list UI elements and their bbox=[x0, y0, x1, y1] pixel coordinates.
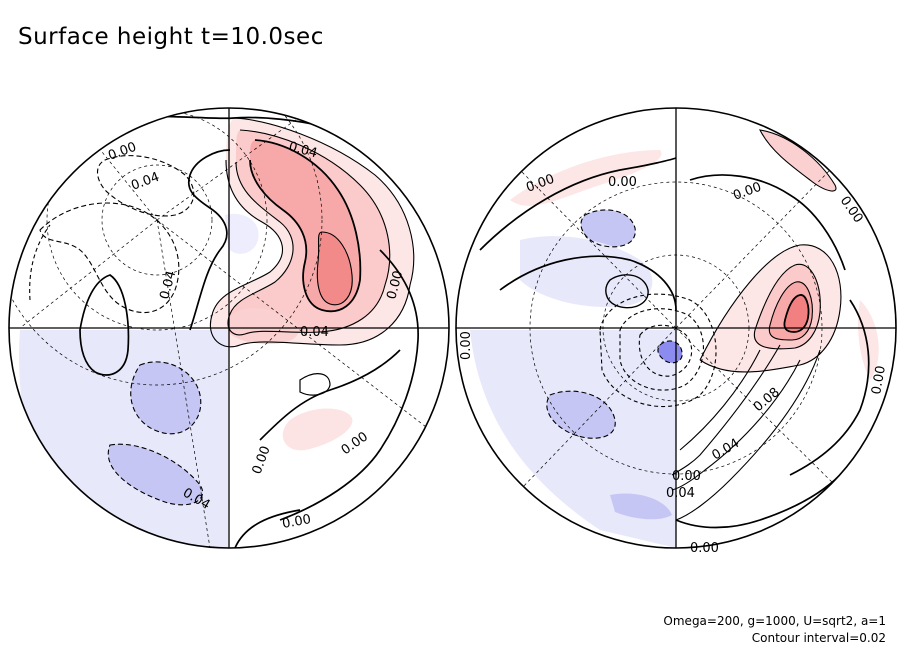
left-negative-region-south bbox=[19, 330, 229, 548]
left-negative-region-nw bbox=[225, 213, 259, 254]
contour-label: 0.00 bbox=[608, 175, 637, 190]
left-contour-positive-2 bbox=[227, 129, 391, 336]
contour-label: 0.00 bbox=[459, 331, 474, 360]
contour-label: 0.00 bbox=[250, 444, 274, 476]
right-negative-region-mid bbox=[520, 236, 653, 308]
right-contour-zero-3 bbox=[689, 174, 846, 271]
left-contour-zero-5 bbox=[259, 349, 401, 441]
left-contour-negative-2 bbox=[96, 155, 195, 217]
right-contour-trail-4 bbox=[675, 349, 821, 521]
left-contour-zero-7 bbox=[299, 373, 331, 396]
right-contour-negative-4 bbox=[638, 324, 693, 377]
contour-label: 0.00 bbox=[281, 512, 312, 532]
right-contour-zero-1 bbox=[479, 157, 677, 251]
contour-label: 0.00 bbox=[869, 365, 889, 396]
right-contour-negative-1 bbox=[580, 209, 636, 248]
right-contour-trail-1 bbox=[671, 344, 781, 476]
right-positive-region-north bbox=[760, 130, 836, 192]
left-contours bbox=[29, 115, 419, 548]
right-contour-trail-3 bbox=[679, 349, 761, 451]
right-negative-region-s bbox=[610, 493, 672, 520]
right-hemisphere bbox=[456, 108, 896, 548]
left-contour-zero-3 bbox=[279, 249, 419, 521]
right-contour-north-box bbox=[759, 129, 837, 192]
right-positive-region-nw bbox=[510, 150, 662, 206]
left-contour-negative-4 bbox=[107, 443, 204, 506]
contour-label: 0.04 bbox=[666, 486, 695, 501]
contour-label: 0.04 bbox=[157, 269, 179, 301]
contour-label: 0.00 bbox=[339, 429, 371, 458]
left-contour-zero-2 bbox=[187, 149, 231, 331]
contour-label: 0.04 bbox=[287, 139, 319, 161]
left-hemisphere bbox=[9, 108, 449, 548]
contour-label: 0.04 bbox=[129, 170, 161, 194]
left-contour-positive-1 bbox=[209, 117, 415, 348]
contour-label: 0.00 bbox=[837, 194, 866, 226]
right-contour-zero-5 bbox=[675, 474, 841, 529]
left-negative-region-sw bbox=[130, 361, 201, 434]
contour-interval-note: Contour interval=0.02 bbox=[751, 631, 886, 645]
left-axes bbox=[9, 108, 449, 548]
left-contour-zero-4 bbox=[79, 274, 130, 376]
right-hemisphere-border bbox=[455, 107, 897, 549]
left-positive-region-peak bbox=[317, 232, 353, 305]
contour-label: 0.00 bbox=[672, 469, 701, 484]
right-positive-region-peak bbox=[784, 294, 809, 332]
right-contours bbox=[479, 129, 870, 529]
right-negative-region-n bbox=[580, 209, 636, 247]
contour-label: 0.00 bbox=[731, 180, 763, 204]
right-contour-positive-4 bbox=[783, 294, 810, 333]
contour-label: 0.00 bbox=[690, 541, 719, 556]
left-contour-positive-3 bbox=[249, 139, 362, 313]
right-contour-positive-3 bbox=[768, 281, 813, 341]
left-positive-region-se bbox=[282, 408, 353, 451]
contour-label: 0.00 bbox=[106, 140, 138, 164]
left-contour-positive-4 bbox=[316, 231, 353, 306]
left-contour-negative-5 bbox=[29, 224, 51, 301]
right-contour-negative-3 bbox=[657, 340, 683, 364]
right-axes bbox=[456, 108, 896, 548]
left-hemisphere-border bbox=[8, 107, 450, 549]
right-contour-zero-6 bbox=[605, 274, 649, 309]
right-contour-positive-1 bbox=[699, 244, 842, 373]
left-positive-region-lower bbox=[227, 308, 299, 344]
right-contour-negative-6 bbox=[599, 293, 717, 408]
right-contour-zero-2 bbox=[499, 255, 677, 311]
left-shading bbox=[19, 118, 414, 548]
right-negative-region-west bbox=[470, 330, 676, 548]
right-contour-negative-2 bbox=[546, 390, 616, 439]
contour-label: 0.04 bbox=[300, 325, 329, 340]
contour-label: 0.00 bbox=[384, 269, 406, 301]
contour-label: 0.04 bbox=[710, 436, 743, 463]
right-contour-trail-2 bbox=[671, 359, 801, 491]
parameters-note: Omega=200, g=1000, U=sqrt2, a=1 bbox=[663, 614, 886, 628]
left-contour-zero-6 bbox=[234, 509, 301, 548]
right-negative-region-sw bbox=[546, 391, 616, 439]
right-contour-positive-2 bbox=[753, 263, 821, 350]
left-contour-negative-1 bbox=[39, 202, 180, 313]
chart-title: Surface height t=10.0sec bbox=[18, 24, 324, 50]
right-shading bbox=[470, 130, 879, 548]
right-positive-region-east bbox=[858, 300, 879, 380]
left-negative-region-ssw bbox=[108, 444, 203, 505]
